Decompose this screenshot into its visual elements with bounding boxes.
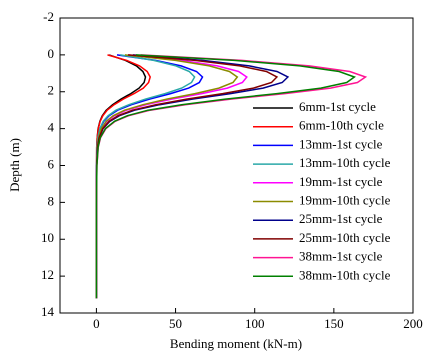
legend-label: 38mm-10th cycle bbox=[299, 267, 391, 282]
data-line bbox=[95, 54, 152, 299]
y-tick-label: 4 bbox=[48, 120, 55, 135]
legend-label: 6mm-10th cycle bbox=[299, 118, 384, 133]
y-tick-label: -2 bbox=[43, 9, 54, 24]
x-tick-label: 50 bbox=[169, 316, 182, 331]
legend-label: 25mm-10th cycle bbox=[299, 230, 391, 245]
legend-label: 38mm-1st cycle bbox=[299, 249, 383, 264]
data-line bbox=[95, 54, 357, 299]
data-line bbox=[95, 54, 239, 299]
y-tick-label: 2 bbox=[48, 83, 55, 98]
x-tick-label: 0 bbox=[93, 316, 100, 331]
data-line bbox=[95, 54, 204, 299]
x-tick-label: 200 bbox=[403, 316, 423, 331]
x-tick-label: 150 bbox=[324, 316, 344, 331]
data-line bbox=[95, 54, 290, 299]
y-tick-label: 12 bbox=[41, 267, 54, 282]
legend-label: 19mm-10th cycle bbox=[299, 192, 391, 207]
legend-label: 19mm-1st cycle bbox=[299, 174, 383, 189]
legend-label: 13mm-1st cycle bbox=[299, 136, 383, 151]
y-tick-label: 6 bbox=[48, 156, 55, 171]
y-axis-label: Depth (m) bbox=[7, 138, 22, 192]
y-tick-label: 14 bbox=[41, 304, 55, 319]
legend-label: 6mm-1st cycle bbox=[299, 99, 376, 114]
data-line bbox=[95, 54, 279, 299]
y-tick-label: 10 bbox=[41, 230, 54, 245]
y-tick-label: 8 bbox=[48, 193, 55, 208]
x-tick-label: 100 bbox=[245, 316, 265, 331]
y-tick-label: 0 bbox=[48, 46, 55, 61]
legend-label: 25mm-1st cycle bbox=[299, 211, 383, 226]
legend-label: 13mm-10th cycle bbox=[299, 155, 391, 170]
x-axis-label: Bending moment (kN-m) bbox=[170, 336, 302, 351]
